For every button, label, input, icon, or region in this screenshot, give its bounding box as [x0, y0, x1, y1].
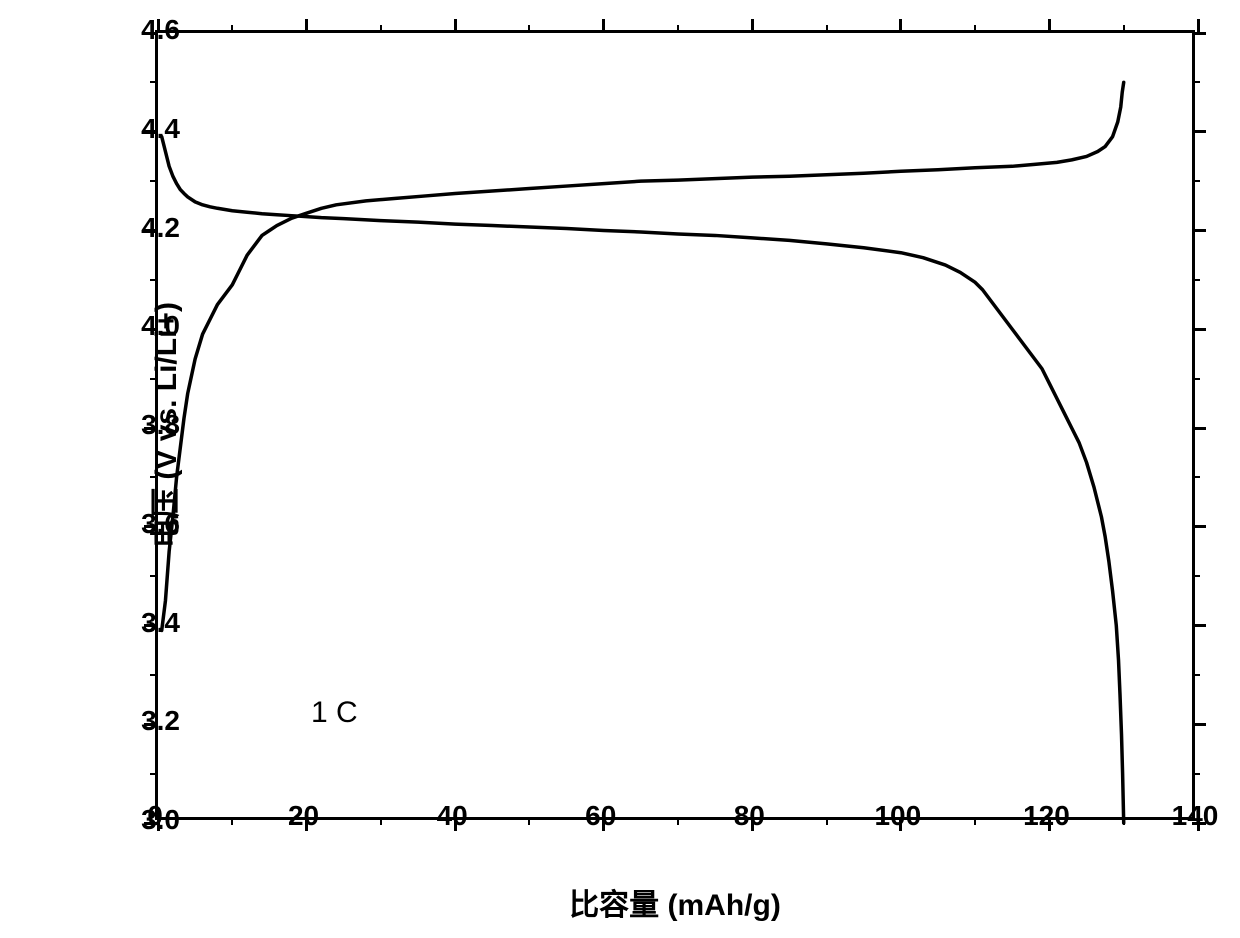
y-tick-major-right: [1192, 229, 1206, 232]
x-tick-label: 0: [147, 800, 163, 832]
y-tick-major-right: [1192, 624, 1206, 627]
x-tick-minor: [231, 817, 233, 825]
x-tick-major-top: [305, 19, 308, 33]
x-tick-label: 120: [1023, 800, 1070, 832]
x-tick-major-top: [899, 19, 902, 33]
x-tick-major-top: [751, 19, 754, 33]
x-tick-minor-top: [677, 25, 679, 33]
y-tick-major-right: [1192, 328, 1206, 331]
x-tick-minor-top: [1123, 25, 1125, 33]
y-tick-minor: [150, 773, 158, 775]
rate-annotation: 1 C: [311, 696, 358, 730]
x-tick-minor-top: [974, 25, 976, 33]
charge-curve: [162, 82, 1124, 630]
y-tick-label: 4.6: [141, 14, 180, 46]
y-tick-minor-right: [1192, 674, 1200, 676]
x-tick-minor-top: [528, 25, 530, 33]
x-tick-minor-top: [231, 25, 233, 33]
y-tick-major-right: [1192, 427, 1206, 430]
y-tick-minor: [150, 180, 158, 182]
x-tick-label: 60: [585, 800, 616, 832]
y-tick-minor-right: [1192, 81, 1200, 83]
y-tick-minor: [150, 279, 158, 281]
x-tick-minor: [677, 817, 679, 825]
x-tick-label: 20: [288, 800, 319, 832]
y-tick-minor: [150, 81, 158, 83]
x-tick-minor-top: [826, 25, 828, 33]
x-tick-major-top: [1048, 19, 1051, 33]
y-tick-label: 4.4: [141, 113, 180, 145]
y-tick-minor-right: [1192, 476, 1200, 478]
y-tick-minor: [150, 674, 158, 676]
x-tick-major-top: [602, 19, 605, 33]
y-tick-label: 3.2: [141, 705, 180, 737]
y-tick-minor-right: [1192, 773, 1200, 775]
y-tick-minor-right: [1192, 378, 1200, 380]
x-tick-label: 80: [734, 800, 765, 832]
y-tick-label: 3.8: [141, 409, 180, 441]
x-tick-minor: [974, 817, 976, 825]
x-tick-major-top: [1197, 19, 1200, 33]
x-tick-label: 140: [1172, 800, 1219, 832]
discharge-curve: [162, 137, 1124, 823]
x-tick-minor: [528, 817, 530, 825]
y-tick-minor-right: [1192, 180, 1200, 182]
y-tick-major-right: [1192, 130, 1206, 133]
y-tick-label: 3.4: [141, 607, 180, 639]
y-tick-label: 3.6: [141, 508, 180, 540]
x-tick-label: 40: [437, 800, 468, 832]
y-tick-major-right: [1192, 723, 1206, 726]
x-tick-minor-top: [380, 25, 382, 33]
x-tick-minor: [380, 817, 382, 825]
x-tick-major-top: [454, 19, 457, 33]
y-tick-label: 4.2: [141, 212, 180, 244]
y-tick-minor: [150, 575, 158, 577]
x-tick-minor: [826, 817, 828, 825]
y-tick-minor-right: [1192, 575, 1200, 577]
y-tick-major-right: [1192, 525, 1206, 528]
x-axis-title: 比容量 (mAh/g): [569, 880, 781, 924]
x-tick-label: 100: [874, 800, 921, 832]
x-tick-minor: [1123, 817, 1125, 825]
y-tick-minor-right: [1192, 279, 1200, 281]
y-tick-label: 4.0: [141, 310, 180, 342]
